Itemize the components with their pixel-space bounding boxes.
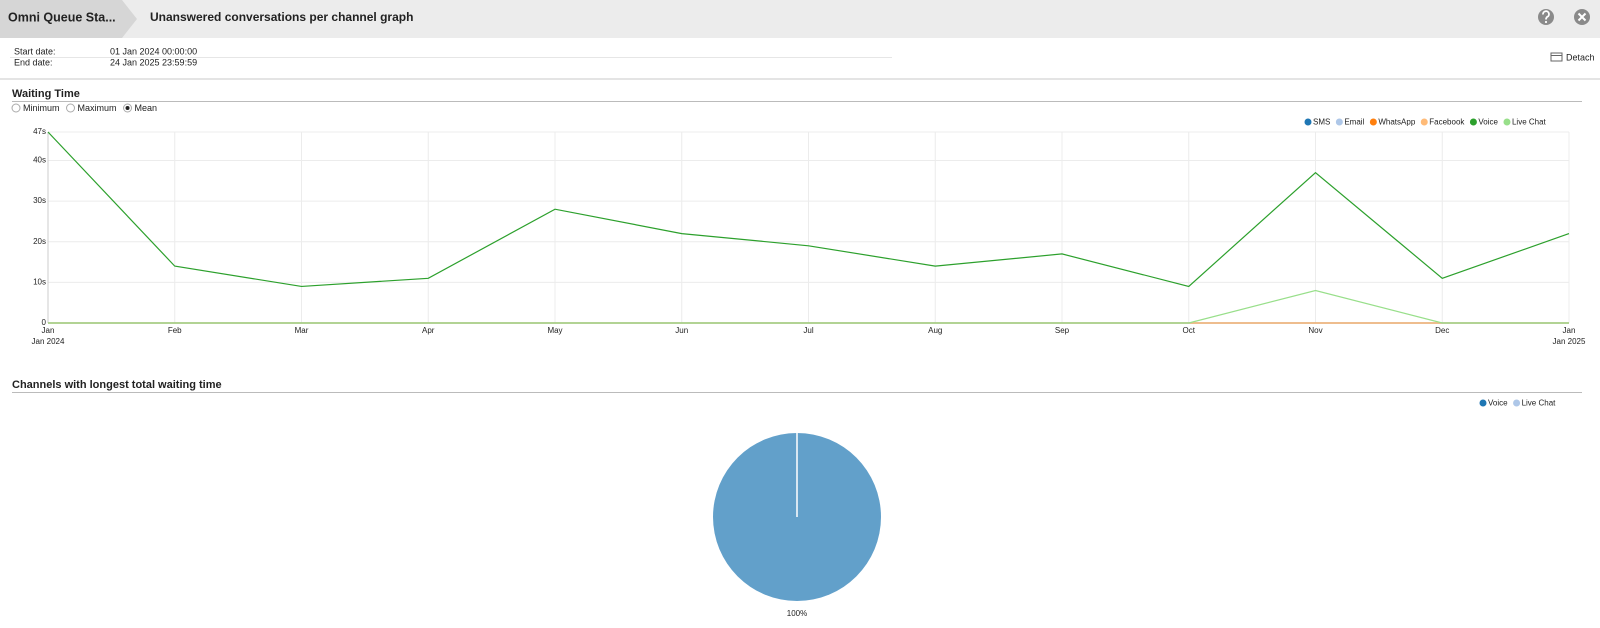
breadcrumb-shape[interactable] bbox=[0, 0, 137, 38]
legend-swatch[interactable] bbox=[1479, 399, 1487, 407]
x-tick-label: Dec bbox=[1435, 326, 1449, 335]
section-title: Channels with longest total waiting time bbox=[12, 379, 222, 391]
help-icon[interactable] bbox=[1538, 9, 1554, 25]
y-tick-label: 30s bbox=[33, 196, 46, 205]
legend-swatch[interactable] bbox=[1369, 118, 1377, 126]
legend-label[interactable]: Live Chat bbox=[1522, 399, 1557, 408]
breadcrumb[interactable]: Omni Queue Sta... bbox=[8, 10, 116, 24]
x-tick-label: Jan bbox=[42, 326, 55, 335]
radio-label[interactable]: Maximum bbox=[78, 103, 117, 113]
detach-icon[interactable] bbox=[1550, 52, 1563, 62]
help-glyph[interactable] bbox=[1542, 10, 1550, 20]
y-tick-label: 40s bbox=[33, 156, 46, 165]
page-title: Unanswered conversations per channel gra… bbox=[150, 10, 413, 24]
panel-divider bbox=[0, 78, 1600, 80]
x-tick-label: Feb bbox=[168, 326, 182, 335]
legend-label[interactable]: SMS bbox=[1313, 118, 1330, 127]
radio-dot[interactable] bbox=[125, 106, 130, 110]
x-tick-label: Oct bbox=[1183, 326, 1196, 335]
close-icon[interactable] bbox=[1574, 9, 1590, 25]
legend-label[interactable]: Live Chat bbox=[1512, 118, 1547, 127]
series-line bbox=[47, 131, 1570, 288]
legend-label[interactable]: Voice bbox=[1478, 118, 1498, 127]
radio-label[interactable]: Mean bbox=[135, 103, 158, 113]
legend-swatch[interactable] bbox=[1420, 118, 1428, 126]
legend-label[interactable]: Voice bbox=[1488, 399, 1508, 408]
legend-swatch[interactable] bbox=[1513, 399, 1521, 407]
legend-swatch[interactable] bbox=[1335, 118, 1343, 126]
y-tick-label: 47s bbox=[33, 127, 46, 136]
legend-label[interactable]: WhatsApp bbox=[1378, 118, 1415, 127]
header-bar bbox=[0, 0, 1600, 38]
detach-button[interactable]: Detach bbox=[1550, 52, 1595, 62]
x-tick-label: Jun bbox=[675, 326, 688, 335]
start-label: Start date: bbox=[14, 46, 56, 56]
x-year-label: Jan 2025 bbox=[1553, 337, 1586, 346]
legend-swatch[interactable] bbox=[1503, 118, 1511, 126]
x-tick-label: Sep bbox=[1055, 326, 1070, 335]
x-tick-label: Apr bbox=[422, 326, 435, 335]
radio[interactable] bbox=[11, 103, 21, 113]
y-tick-label: 20s bbox=[33, 237, 46, 246]
end-label: End date: bbox=[14, 57, 53, 67]
x-year-label: Jan 2024 bbox=[32, 337, 65, 346]
series-line bbox=[48, 289, 1569, 324]
close-glyph[interactable] bbox=[1577, 12, 1587, 22]
y-tick-label: 0 bbox=[42, 318, 47, 327]
y-tick-label: 10s bbox=[33, 277, 46, 286]
section-title: Waiting Time bbox=[12, 88, 80, 100]
x-tick-label: Jan bbox=[1563, 326, 1576, 335]
legend-swatch[interactable] bbox=[1469, 118, 1477, 126]
detach-label[interactable]: Detach bbox=[1566, 52, 1595, 62]
radio-label[interactable]: Minimum bbox=[23, 103, 60, 113]
legend-label[interactable]: Facebook bbox=[1429, 118, 1465, 127]
pie-label: 100% bbox=[787, 609, 807, 618]
legend-label[interactable]: Email bbox=[1344, 118, 1364, 127]
x-tick-label: Nov bbox=[1308, 326, 1322, 335]
x-tick-label: Jul bbox=[803, 326, 813, 335]
x-tick-label: May bbox=[547, 326, 562, 335]
legend-swatch[interactable] bbox=[1304, 118, 1312, 126]
end-value: 24 Jan 2025 23:59:59 bbox=[110, 57, 197, 67]
x-tick-label: Mar bbox=[295, 326, 309, 335]
x-tick-label: Aug bbox=[928, 326, 942, 335]
start-value: 01 Jan 2024 00:00:00 bbox=[110, 46, 197, 56]
radio[interactable] bbox=[66, 103, 76, 113]
help-dot[interactable] bbox=[1544, 20, 1548, 24]
